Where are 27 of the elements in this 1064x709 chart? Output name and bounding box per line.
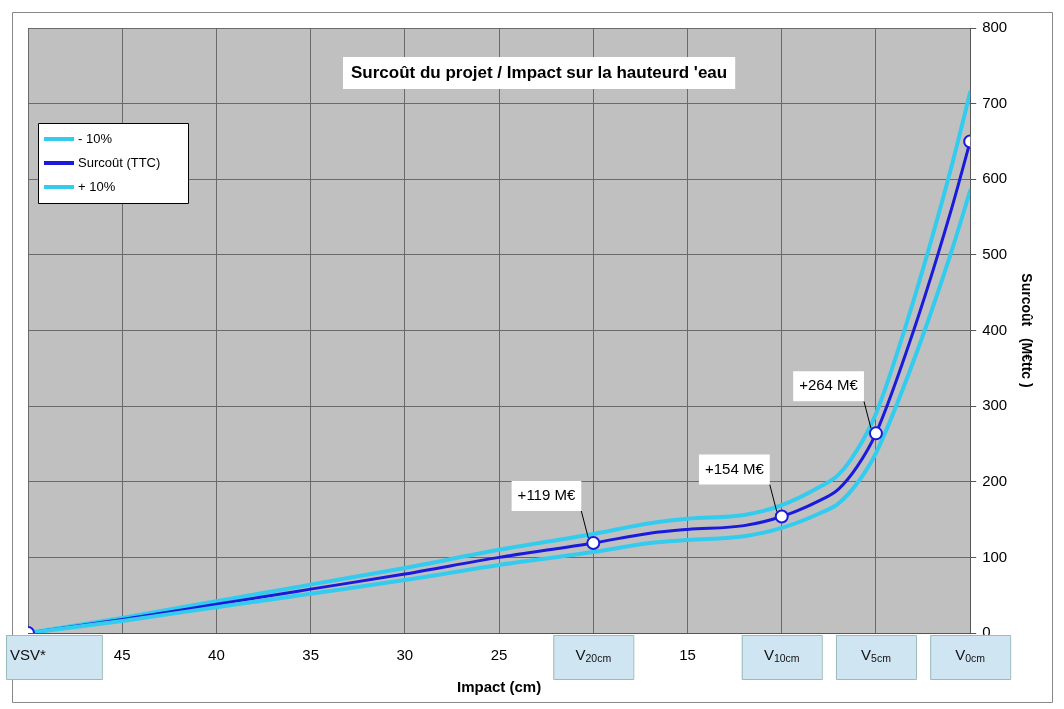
- y-tick-label: 200: [982, 471, 1008, 489]
- x-tick-label: 35: [302, 646, 319, 664]
- x-tick-label: 15: [679, 646, 696, 664]
- annotation: +119 M€: [517, 486, 576, 504]
- legend-label: Surcoût (TTC): [78, 154, 161, 170]
- y-axis-title: Surcoût (M€ttc ): [1018, 273, 1035, 388]
- y-tick-label: 700: [982, 93, 1008, 111]
- x-tick-label: 25: [490, 646, 508, 664]
- y-tick-label: 600: [982, 169, 1008, 187]
- annotation: +264 M€: [799, 376, 859, 394]
- point: [586, 536, 601, 551]
- y-tick-label: 300: [982, 396, 1008, 414]
- y-tick-label: 400: [982, 320, 1008, 338]
- annotation: +154 M€: [704, 459, 765, 477]
- x-tick-label: 30: [396, 646, 414, 664]
- legend-label: - 10%: [78, 130, 113, 146]
- y-tick-label: 800: [982, 18, 1008, 36]
- x-axis-title: Impact (cm): [456, 678, 542, 696]
- x-tick-label: VSV*: [10, 646, 47, 664]
- y-tick-label: 100: [982, 547, 1008, 565]
- text: Surcoût du projet / Impact sur la hauteurd 'eau: [350, 62, 728, 82]
- y-tick-label: 500: [982, 245, 1008, 263]
- legend-label: + 10%: [78, 178, 116, 194]
- point: [774, 509, 789, 524]
- x-tick-label: 40: [208, 646, 225, 664]
- x-tick-label: 45: [113, 646, 131, 664]
- point: [868, 426, 883, 441]
